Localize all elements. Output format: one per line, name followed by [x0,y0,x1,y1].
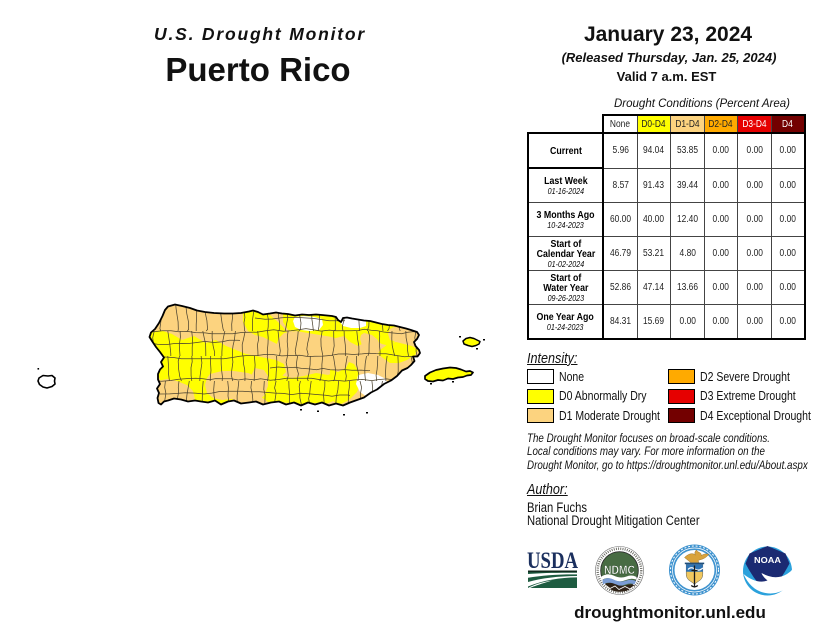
svg-text:NOAA: NOAA [754,555,781,565]
svg-text:USDA: USDA [527,548,578,573]
svg-text:NDMC: NDMC [604,563,635,577]
